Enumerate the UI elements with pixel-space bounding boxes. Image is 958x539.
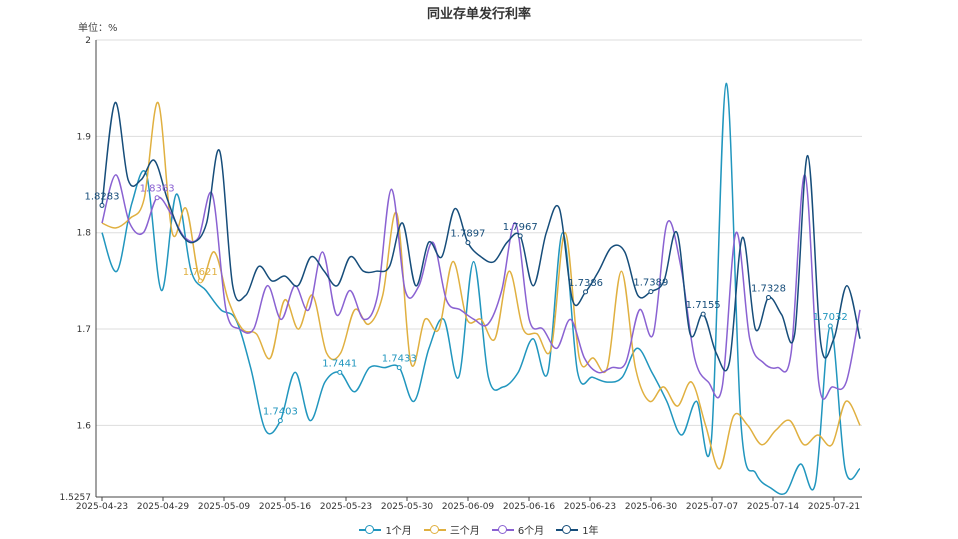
series-line-0 xyxy=(101,82,861,496)
data-point xyxy=(277,418,283,424)
series-layer xyxy=(101,82,861,496)
data-point xyxy=(700,311,706,317)
data-point xyxy=(99,202,105,208)
axis-layer: 1.5257 1.6 1.7 1.8 1.9 2 2025-04-23 2025-04-29 2… xyxy=(60,36,862,512)
legend-label: 三个月 xyxy=(449,526,480,537)
legend-label: 1个月 xyxy=(385,526,412,537)
data-label: 1.7897 xyxy=(450,229,485,240)
data-label: 1.8283 xyxy=(85,191,120,202)
legend-swatch xyxy=(359,524,382,535)
series-line-3 xyxy=(101,101,861,372)
y-tick-label: 1.5257 xyxy=(60,493,92,503)
legend-item-1[interactable]: 三个月 xyxy=(423,522,480,537)
data-point xyxy=(465,240,471,246)
data-point xyxy=(337,369,343,375)
x-tick-label: 2025-06-23 xyxy=(564,502,616,512)
legend: 1个月 三个月 6个月 1年 xyxy=(0,522,958,538)
data-point xyxy=(827,323,833,329)
data-label: 1.7441 xyxy=(322,358,357,369)
data-label: 1.7433 xyxy=(382,354,417,365)
grid-layer xyxy=(96,39,862,426)
y-tick-label: 1.8 xyxy=(77,229,92,239)
data-label: 1.7389 xyxy=(633,278,668,289)
data-label: 1.7032 xyxy=(813,312,848,323)
data-point xyxy=(648,289,654,295)
legend-label: 6个月 xyxy=(517,526,545,537)
x-tick-label: 2025-07-07 xyxy=(686,502,738,512)
x-tick-label: 2025-05-16 xyxy=(259,502,312,512)
data-label: 1.7328 xyxy=(751,283,786,294)
legend-swatch xyxy=(423,524,446,535)
legend-item-3[interactable]: 1年 xyxy=(556,522,599,537)
data-label: 1.7155 xyxy=(686,300,721,311)
x-tick-label: 2025-04-23 xyxy=(76,502,128,512)
legend-label: 1年 xyxy=(582,526,599,537)
x-tick-label: 2025-06-16 xyxy=(503,502,556,512)
series-line-1 xyxy=(101,101,861,470)
x-tick-label: 2025-07-14 xyxy=(747,502,800,512)
data-label: 1.7967 xyxy=(503,222,538,233)
series-line-2 xyxy=(101,174,861,400)
legend-item-0[interactable]: 1个月 xyxy=(359,522,412,537)
data-point xyxy=(154,195,160,201)
data-label: 1.7621 xyxy=(183,267,218,278)
x-tick-label: 2025-05-09 xyxy=(198,502,251,512)
data-point xyxy=(583,289,589,295)
data-label: 1.8363 xyxy=(140,184,175,195)
data-point xyxy=(197,278,203,284)
x-tick-label: 2025-05-30 xyxy=(381,502,434,512)
y-tick-label: 1.7 xyxy=(77,325,91,335)
x-tick-label: 2025-06-30 xyxy=(625,502,678,512)
x-tick-label: 2025-05-23 xyxy=(320,502,372,512)
y-tick-label: 1.6 xyxy=(77,421,92,431)
legend-item-2[interactable]: 6个月 xyxy=(491,522,545,537)
chart-title: 同业存单发行利率 xyxy=(426,7,531,22)
x-tick-label: 2025-07-21 xyxy=(808,502,860,512)
y-tick-label: 2 xyxy=(85,36,91,46)
unit-label: 单位：% xyxy=(78,23,118,34)
data-point xyxy=(517,233,523,239)
data-label: 1.7403 xyxy=(263,407,298,418)
data-point xyxy=(396,365,402,371)
data-label: 1.7386 xyxy=(568,278,603,289)
legend-swatch xyxy=(556,524,579,535)
data-point xyxy=(766,294,772,300)
data-label-layer: 1.8283 1.8363 1.7621 1.7403 1.7441 1.7433 1.78… xyxy=(85,184,848,424)
x-tick-label: 2025-04-29 xyxy=(137,502,190,512)
y-tick-label: 1.9 xyxy=(77,132,92,142)
legend-swatch xyxy=(491,524,514,535)
x-tick-label: 2025-06-09 xyxy=(442,502,495,512)
